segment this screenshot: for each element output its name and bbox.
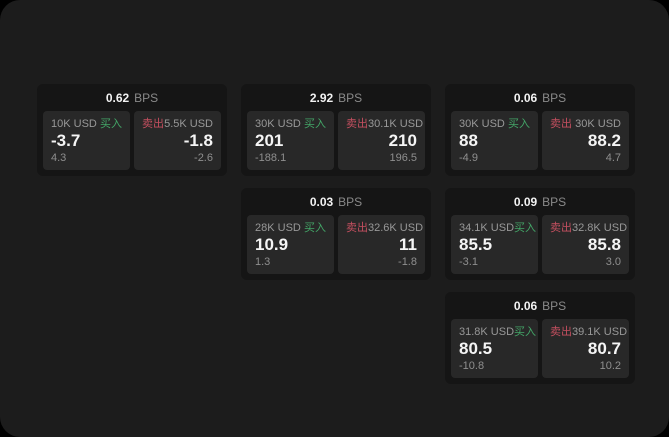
sell-label: 卖出 xyxy=(550,326,572,338)
buy-price: 10.9 xyxy=(255,234,289,254)
quote-card-4: 0.03 BPS 28K USD 买入 10.9 1.3 卖出 32.6K US… xyxy=(241,188,431,280)
buy-panel[interactable]: 34.1K USD 买入 85.5 -3.1 xyxy=(451,215,538,274)
buy-delta: -10.8 xyxy=(459,359,485,372)
sell-panel[interactable]: 卖出 32.6K USD 11 -1.8 xyxy=(338,215,425,274)
buy-delta: 4.3 xyxy=(51,151,67,164)
sell-panel[interactable]: 卖出 30.1K USD 210 196.5 xyxy=(338,111,425,170)
sell-delta: 3.0 xyxy=(605,255,621,268)
buy-panel[interactable]: 30K USD 买入 201 -188.1 xyxy=(247,111,334,170)
sell-label: 卖出 xyxy=(346,222,368,234)
bps-label: BPS xyxy=(542,90,567,105)
sell-panel[interactable]: 卖出 30K USD 88.2 4.7 xyxy=(542,111,629,170)
sell-price: 88.2 xyxy=(587,130,621,150)
buy-amount: 31.8K USD xyxy=(459,326,515,338)
buy-price: 201 xyxy=(255,130,284,150)
bps-header: 0.06 BPS xyxy=(445,84,635,111)
buy-panel[interactable]: 28K USD 买入 10.9 1.3 xyxy=(247,215,334,274)
sell-label: 卖出 xyxy=(346,118,368,130)
buy-price: 88 xyxy=(459,130,478,150)
sell-amount: 5.5K USD xyxy=(164,118,213,130)
bps-value: 0.62 xyxy=(105,90,130,105)
sell-price: -1.8 xyxy=(183,130,213,150)
bps-label: BPS xyxy=(338,194,363,209)
buy-label: 买入 xyxy=(100,118,122,130)
sell-amount: 30K USD xyxy=(575,118,621,130)
bps-header: 0.03 BPS xyxy=(241,188,431,215)
bps-value: 0.09 xyxy=(513,194,538,209)
bps-value: 0.06 xyxy=(513,298,538,313)
buy-panel[interactable]: 31.8K USD 买入 80.5 -10.8 xyxy=(451,319,538,378)
buy-label: 买入 xyxy=(304,118,326,130)
sell-amount: 39.1K USD xyxy=(572,326,628,338)
bps-value: 2.92 xyxy=(309,90,334,105)
quote-panels: 28K USD 买入 10.9 1.3 卖出 32.6K USD 11 -1.8 xyxy=(241,215,431,280)
quote-card-3: 0.06 BPS 30K USD 买入 88 -4.9 卖出 30K USD xyxy=(445,84,635,176)
sell-amount: 30.1K USD xyxy=(368,118,424,130)
sell-panel[interactable]: 卖出 32.8K USD 85.8 3.0 xyxy=(542,215,629,274)
buy-amount: 30K USD xyxy=(255,118,301,130)
buy-price: 85.5 xyxy=(459,234,493,254)
sell-delta: -2.6 xyxy=(194,151,213,164)
sell-price: 210 xyxy=(388,130,417,150)
buy-label: 买入 xyxy=(304,222,326,234)
buy-label: 买入 xyxy=(514,222,537,234)
bps-header: 0.09 BPS xyxy=(445,188,635,215)
quote-panels: 31.8K USD 买入 80.5 -10.8 卖出 39.1K USD 80.… xyxy=(445,319,635,384)
sell-price: 80.7 xyxy=(587,338,621,358)
sell-delta: 196.5 xyxy=(389,151,417,164)
bps-label: BPS xyxy=(338,90,363,105)
sell-delta: -1.8 xyxy=(398,255,417,268)
buy-amount: 34.1K USD xyxy=(459,222,515,234)
quote-panels: 34.1K USD 买入 85.5 -3.1 卖出 32.8K USD 85.8… xyxy=(445,215,635,280)
bps-label: BPS xyxy=(542,194,567,209)
sell-panel[interactable]: 卖出 39.1K USD 80.7 10.2 xyxy=(542,319,629,378)
buy-amount: 28K USD xyxy=(255,222,301,234)
sell-delta: 10.2 xyxy=(599,359,621,372)
sell-label: 卖出 xyxy=(550,118,572,130)
quote-card-grid: 0.62 BPS 10K USD 买入 -3.7 4.3 卖出 5.5K USD xyxy=(37,84,635,384)
quote-card-1: 0.62 BPS 10K USD 买入 -3.7 4.3 卖出 5.5K USD xyxy=(37,84,227,176)
quote-card-6: 0.06 BPS 31.8K USD 买入 80.5 -10.8 卖出 39.1… xyxy=(445,292,635,384)
buy-delta: 1.3 xyxy=(255,255,271,268)
quote-card-2: 2.92 BPS 30K USD 买入 201 -188.1 卖出 30.1K … xyxy=(241,84,431,176)
sell-amount: 32.6K USD xyxy=(368,222,424,234)
bps-header: 0.06 BPS xyxy=(445,292,635,319)
quote-panels: 10K USD 买入 -3.7 4.3 卖出 5.5K USD -1.8 -2.… xyxy=(37,111,227,176)
sell-label: 卖出 xyxy=(142,118,164,130)
sell-panel[interactable]: 卖出 5.5K USD -1.8 -2.6 xyxy=(134,111,221,170)
buy-panel[interactable]: 10K USD 买入 -3.7 4.3 xyxy=(43,111,130,170)
quote-card-5: 0.09 BPS 34.1K USD 买入 85.5 -3.1 卖出 32.8K… xyxy=(445,188,635,280)
sell-label: 卖出 xyxy=(550,222,572,234)
buy-amount: 30K USD xyxy=(459,118,505,130)
sell-price: 85.8 xyxy=(587,234,621,254)
sell-price: 11 xyxy=(399,234,417,254)
buy-delta: -4.9 xyxy=(459,151,478,164)
buy-panel[interactable]: 30K USD 买入 88 -4.9 xyxy=(451,111,538,170)
buy-amount: 10K USD xyxy=(51,118,97,130)
bps-value: 0.03 xyxy=(309,194,334,209)
buy-label: 买入 xyxy=(508,118,530,130)
bps-label: BPS xyxy=(134,90,159,105)
buy-delta: -188.1 xyxy=(255,151,287,164)
quote-panels: 30K USD 买入 201 -188.1 卖出 30.1K USD 210 1… xyxy=(241,111,431,176)
bps-value: 0.06 xyxy=(513,90,538,105)
buy-price: 80.5 xyxy=(459,338,493,358)
sell-amount: 32.8K USD xyxy=(572,222,628,234)
sell-delta: 4.7 xyxy=(605,151,621,164)
bps-label: BPS xyxy=(542,298,567,313)
bps-header: 2.92 BPS xyxy=(241,84,431,111)
buy-delta: -3.1 xyxy=(459,255,478,268)
buy-price: -3.7 xyxy=(51,130,81,150)
bps-header: 0.62 BPS xyxy=(37,84,227,111)
quote-panels: 30K USD 买入 88 -4.9 卖出 30K USD 88.2 4.7 xyxy=(445,111,635,176)
buy-label: 买入 xyxy=(514,326,537,338)
